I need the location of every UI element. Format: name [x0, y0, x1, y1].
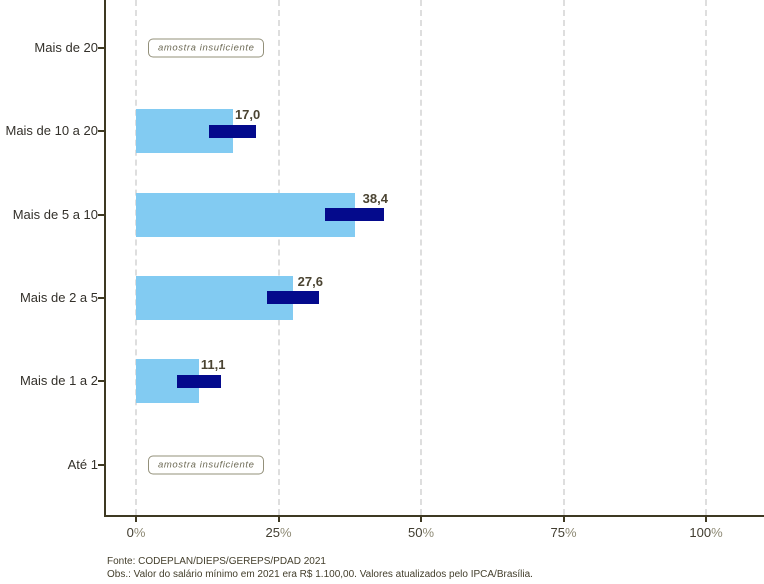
- y-axis-tick: [98, 130, 104, 133]
- x-axis-tick-label: 0%: [127, 525, 146, 540]
- x-axis-tick: [277, 517, 280, 522]
- y-axis-tick: [98, 213, 104, 216]
- error-bar: [267, 291, 319, 305]
- x-axis-tick: [562, 517, 565, 522]
- y-axis-tick: [98, 463, 104, 466]
- x-tick-number: 25: [265, 525, 280, 540]
- x-axis-tick-label: 75%: [550, 525, 576, 540]
- x-axis-tick-label: 25%: [265, 525, 291, 540]
- category-label: Mais de 10 a 20: [5, 123, 98, 139]
- error-bar: [325, 208, 384, 222]
- category-label: Até 1: [67, 456, 98, 472]
- x-axis-tick: [420, 517, 422, 522]
- y-axis-tick: [98, 296, 104, 299]
- category-label: Mais de 1 a 2: [19, 373, 98, 389]
- source-note: Fonte: CODEPLAN/DIEPS/GEREPS/PDAD 2021: [107, 556, 326, 567]
- insufficient-sample-box: amostra insuficiente: [148, 455, 265, 474]
- error-bar: [177, 374, 222, 388]
- gridline: [135, 0, 137, 515]
- obs-note: Obs.: Valor do salário mínimo em 2021 er…: [107, 569, 533, 580]
- x-axis-line: [104, 515, 764, 517]
- insufficient-sample-box: amostra insuficiente: [148, 38, 265, 58]
- x-tick-number: 75: [550, 525, 565, 540]
- x-axis-tick-label: 50%: [408, 525, 434, 540]
- x-axis-tick-label: 100%: [689, 525, 722, 540]
- y-axis-line: [104, 0, 106, 517]
- gridline: [420, 0, 422, 515]
- error-bar: [208, 124, 257, 138]
- x-tick-percent-sign: %: [711, 525, 723, 540]
- x-tick-number: 100: [689, 525, 712, 540]
- x-axis-tick: [705, 517, 707, 522]
- x-tick-percent-sign: %: [133, 525, 146, 540]
- bar: [136, 192, 355, 237]
- gridline: [562, 0, 565, 515]
- x-tick-percent-sign: %: [564, 525, 577, 540]
- category-label: Mais de 20: [34, 40, 98, 55]
- value-label: 11,1: [200, 357, 226, 373]
- x-tick-percent-sign: %: [279, 525, 292, 540]
- category-label: Mais de 5 a 10: [12, 206, 98, 222]
- gridline: [277, 0, 280, 515]
- value-label: 17,0: [234, 107, 261, 123]
- x-tick-percent-sign: %: [422, 525, 435, 540]
- x-tick-number: 0: [126, 525, 134, 540]
- y-axis-tick: [98, 47, 104, 49]
- x-tick-number: 50: [407, 525, 423, 540]
- x-axis-tick: [135, 517, 137, 522]
- category-label: Mais de 2 a 5: [19, 289, 98, 305]
- value-label: 27,6: [297, 273, 323, 289]
- value-label: 38,4: [362, 190, 388, 206]
- y-axis-tick: [98, 380, 104, 383]
- gridline: [705, 0, 707, 515]
